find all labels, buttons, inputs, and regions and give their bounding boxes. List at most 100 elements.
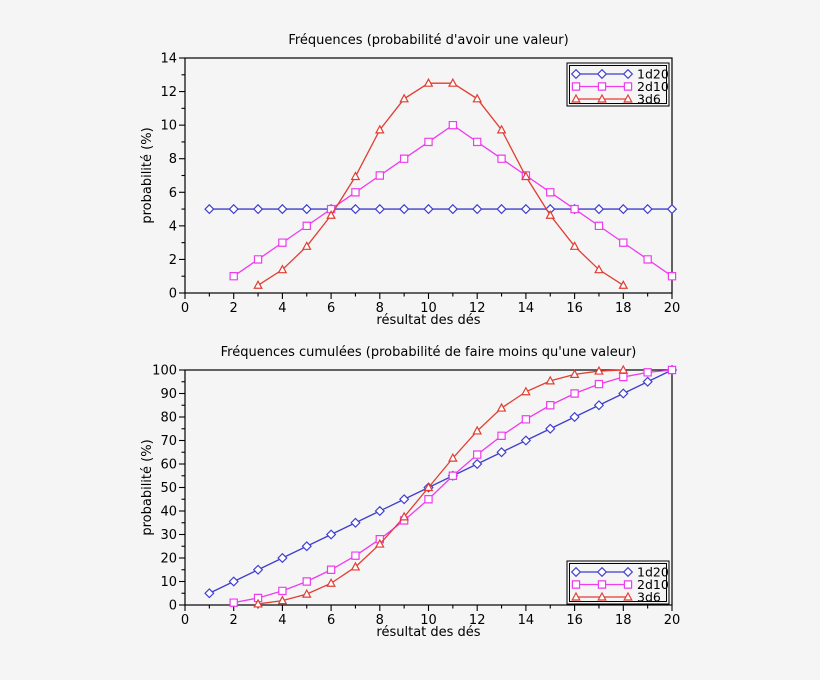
x-tick-label: 14 <box>518 613 535 628</box>
top-chart-ylabel: probabilité (%) <box>140 127 155 224</box>
marker-square <box>597 580 607 589</box>
marker-triangle <box>569 241 580 250</box>
marker-triangle <box>448 77 458 87</box>
y-tick-label: 30 <box>160 528 177 543</box>
marker-square <box>667 272 677 281</box>
tick-labels: 0 2 4 6 8 10 12 14 16 18 20 0 10 20 30 40 50 60 70 80 90 100 <box>152 364 680 629</box>
marker-triangle <box>496 402 507 412</box>
marker-triangle <box>496 124 507 134</box>
x-tick-label: 0 <box>181 301 189 316</box>
marker-triangle <box>326 577 336 587</box>
marker-triangle <box>472 425 483 435</box>
bottom-chart-xlabel: résultat des dés <box>376 625 481 640</box>
marker-square <box>302 577 311 586</box>
marker-diamond <box>570 68 582 80</box>
x-tick-label: 6 <box>327 301 335 316</box>
x-tick-label: 12 <box>469 301 486 316</box>
marker-triangle <box>399 93 409 103</box>
marker-triangle <box>571 93 581 103</box>
y-tick-label: 50 <box>160 481 177 496</box>
marker-square <box>497 431 506 440</box>
y-tick-label: 0 <box>169 599 177 614</box>
marker-triangle <box>594 264 604 274</box>
marker-diamond <box>622 566 634 578</box>
y-tick-label: 12 <box>160 85 177 100</box>
marker-square <box>375 171 384 180</box>
marker-diamond <box>618 203 629 215</box>
marker-square <box>253 593 263 603</box>
marker-triangle <box>277 264 288 274</box>
marker-diamond <box>374 505 385 517</box>
marker-diamond <box>350 517 361 528</box>
marker-diamond <box>228 203 239 215</box>
legend-label-2d10: 2d10 <box>637 577 669 592</box>
marker-diamond <box>204 588 215 599</box>
marker-square <box>571 82 581 91</box>
marker-square <box>448 120 458 130</box>
marker-square <box>546 401 555 410</box>
marker-square <box>351 551 360 560</box>
x-tick-label: 20 <box>664 613 681 628</box>
marker-diamond <box>374 203 385 215</box>
marker-triangle <box>399 511 409 521</box>
marker-diamond <box>301 203 312 215</box>
marker-square <box>473 450 482 459</box>
marker-square <box>424 137 433 147</box>
x-tick-label: 20 <box>664 301 681 316</box>
marker-diamond <box>325 529 337 540</box>
marker-triangle <box>521 171 531 181</box>
marker-triangle <box>623 591 633 601</box>
marker-triangle <box>301 241 312 250</box>
series-1d20 <box>204 203 678 215</box>
marker-triangle <box>597 93 607 103</box>
marker-triangle <box>374 124 385 134</box>
x-tick-label: 10 <box>420 613 437 628</box>
x-tick-label: 4 <box>278 301 286 316</box>
y-tick-label: 10 <box>160 119 177 134</box>
marker-triangle <box>374 538 385 548</box>
marker-diamond <box>520 435 532 446</box>
series-3d6 <box>253 77 629 289</box>
marker-diamond <box>472 458 483 470</box>
marker-triangle <box>594 365 604 375</box>
y-tick-label: 4 <box>169 219 177 234</box>
marker-diamond <box>520 203 532 215</box>
marker-triangle <box>623 93 633 103</box>
marker-triangle <box>618 364 629 374</box>
legend-inner-box <box>569 65 667 104</box>
marker-square <box>424 495 433 504</box>
marker-diamond <box>569 411 580 423</box>
marker-square <box>473 137 482 147</box>
y-tick-label: 70 <box>160 434 177 449</box>
marker-diamond <box>350 203 361 215</box>
marker-triangle <box>545 210 556 219</box>
marker-square <box>351 188 360 197</box>
marker-diamond <box>642 203 653 215</box>
marker-triangle <box>545 375 556 385</box>
marker-triangle <box>472 93 483 103</box>
series-3d6 <box>253 364 629 608</box>
marker-square <box>497 154 506 163</box>
marker-square <box>326 204 336 214</box>
legend-label-2d10: 2d10 <box>637 79 669 94</box>
marker-square <box>619 238 628 247</box>
marker-diamond <box>228 576 239 587</box>
marker-square <box>229 598 238 607</box>
marker-diamond <box>593 203 605 215</box>
y-tick-label: 2 <box>169 253 177 268</box>
y-tick-label: 20 <box>160 552 177 567</box>
marker-diamond <box>570 566 582 578</box>
marker-square <box>253 255 263 264</box>
marker-square <box>570 204 579 214</box>
y-tick-label: 80 <box>160 411 177 426</box>
marker-diamond <box>277 552 288 564</box>
y-tick-label: 10 <box>160 575 177 590</box>
x-tick-label: 10 <box>420 301 437 316</box>
legend-inner-box <box>569 563 667 602</box>
y-tick-label: 8 <box>169 152 177 167</box>
x-tick-label: 18 <box>615 613 632 628</box>
marker-square <box>597 82 607 91</box>
